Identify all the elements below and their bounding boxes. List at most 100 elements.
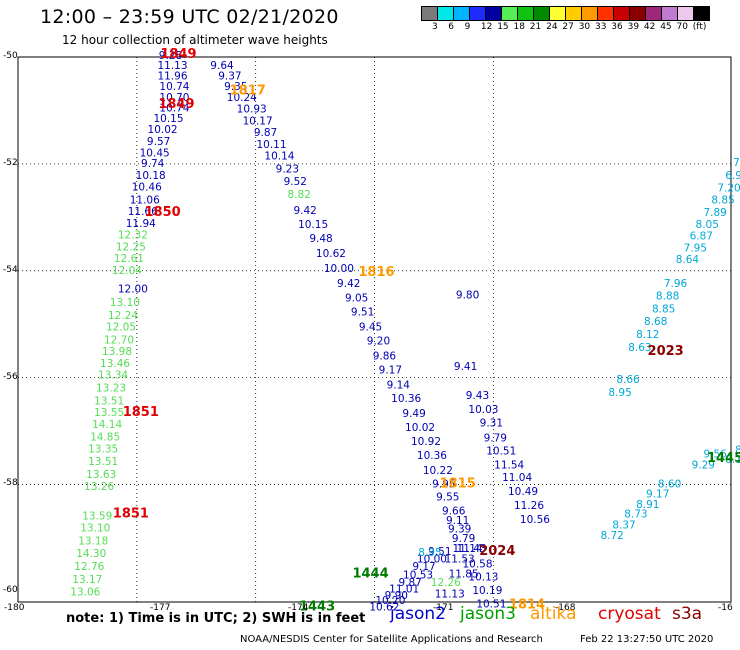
swh-value: 10.19 [472,585,502,597]
swh-value: 10.62 [369,602,399,614]
swh-value: 10.74 [159,103,189,115]
color-scale-label: 15 [497,22,509,32]
swh-value: 9.90 [385,590,408,602]
swh-value: 10.36 [417,450,447,462]
swh-value: 9.20 [367,335,390,347]
swh-value: 8.25 [735,444,740,456]
swh-value: 8.60 [658,479,681,491]
page-subtitle: 12 hour collection of altimeter wave hei… [62,33,328,47]
swh-value: 8.12 [725,454,740,466]
swh-value: 8.37 [612,519,635,531]
swh-value: 10.58 [462,558,492,570]
swh-value: 10.62 [316,248,346,260]
swh-value: 8.95 [418,547,441,559]
swh-value: 12.05 [106,322,136,334]
swh-value: 9.79 [484,433,507,445]
latitude-label: -60 [3,585,18,596]
swh-value: 8.72 [600,530,623,542]
swh-value: 9.42 [337,278,360,290]
orbit-rev-label: 1851 [113,507,149,522]
swh-value: 10.22 [423,465,453,477]
swh-value: 8.91 [636,499,659,511]
swh-value: 12.61 [114,253,144,265]
swh-value: 10.51 [476,598,506,610]
color-scale-bar [421,6,710,21]
swh-value: 10.15 [153,113,183,125]
swh-value: 6.87 [690,231,713,243]
swh-value: 12.24 [108,310,138,322]
swh-value: 9.74 [141,158,165,170]
legend-cryosat: cryosat [598,604,661,624]
orbit-rev-label: 1816 [358,265,394,280]
color-scale-label: 12 [480,22,493,32]
swh-value: 9.79 [452,533,475,545]
swh-value: 11.14 [453,543,483,555]
swh-value: 10.51 [486,446,516,458]
latitude-label: -50 [3,51,18,61]
swh-value: 12.32 [118,230,148,242]
longitude-label: -171 [433,603,454,613]
swh-value: 13.34 [98,370,128,382]
note-text: note: 1) Time is in UTC; 2) SWH is in fe… [66,611,366,626]
swh-value: 9.95 [432,479,455,491]
swh-value: 8.95 [608,387,631,399]
swh-value: 13.63 [86,469,116,481]
orbit-rev-label: 2024 [479,544,515,559]
swh-value: 14.14 [92,419,122,431]
swh-value: 13.51 [94,395,124,407]
swh-value: 9.49 [402,408,425,420]
legend-jason3: jason3 [460,604,516,624]
footer-credit: NOAA/NESDIS Center for Satellite Applica… [240,634,543,645]
swh-value: 10.46 [132,182,162,194]
swh-value: 10.15 [298,219,328,231]
swh-value: 13.26 [84,481,114,493]
swh-value: 13.98 [102,346,132,358]
swh-value: 10.20 [375,595,405,607]
color-scale-label: 70 [676,22,688,32]
color-scale-label: 36 [611,22,623,32]
swh-value: 10.36 [391,393,421,405]
map-graticule [18,57,731,602]
swh-value: 10.00 [324,263,354,275]
page-title: 12:00 – 23:59 UTC 02/21/2020 [40,6,339,28]
wave-height-points: 9.2811.1311.9610.7410.7010.7410.1510.029… [70,47,740,614]
swh-value: 9.48 [309,233,332,245]
legend-jason2: jason2 [390,604,446,624]
orbit-rev-label: 1815 [440,477,476,492]
swh-value: 7.95 [684,242,707,254]
swh-value: 6.98 [725,170,740,182]
swh-value: 8.88 [656,291,679,303]
latitude-label: -52 [3,157,18,168]
swh-value: 10.17 [243,115,273,127]
swh-value: 11.53 [445,553,475,565]
swh-value: 9.17 [646,488,669,500]
swh-value: 10.92 [411,436,441,448]
swh-value: 8.73 [624,509,647,521]
swh-value: 13.51 [88,456,118,468]
swh-value: 10.24 [227,92,257,104]
swh-value: 12.70 [104,334,134,346]
swh-value: 9.87 [398,577,421,589]
color-scale-label: 27 [562,22,574,32]
swh-value: 13.10 [110,297,140,309]
swh-value: 9.52 [284,176,307,188]
swh-value: 9.66 [442,505,466,517]
swh-value: 11.54 [494,459,524,471]
swh-value: 9.43 [466,390,489,402]
swh-value: 14.85 [90,432,120,444]
orbit-rev-label: 1817 [230,83,266,98]
swh-value: 11.13 [435,589,465,601]
swh-value: 7.20 [717,183,740,195]
longitude-label: -174 [288,603,309,613]
swh-value: 10.14 [264,151,294,163]
swh-value: 8.68 [644,316,667,328]
swh-value: 11.96 [157,70,187,82]
swh-value: 11.85 [449,568,479,580]
longitude-label: -168 [555,603,576,613]
swh-value: 12.76 [74,561,104,573]
swh-value: 13.35 [88,443,118,455]
swh-value: 8.66 [616,374,640,386]
swh-value: 8.12 [636,329,659,341]
swh-value: 9.23 [276,163,299,175]
